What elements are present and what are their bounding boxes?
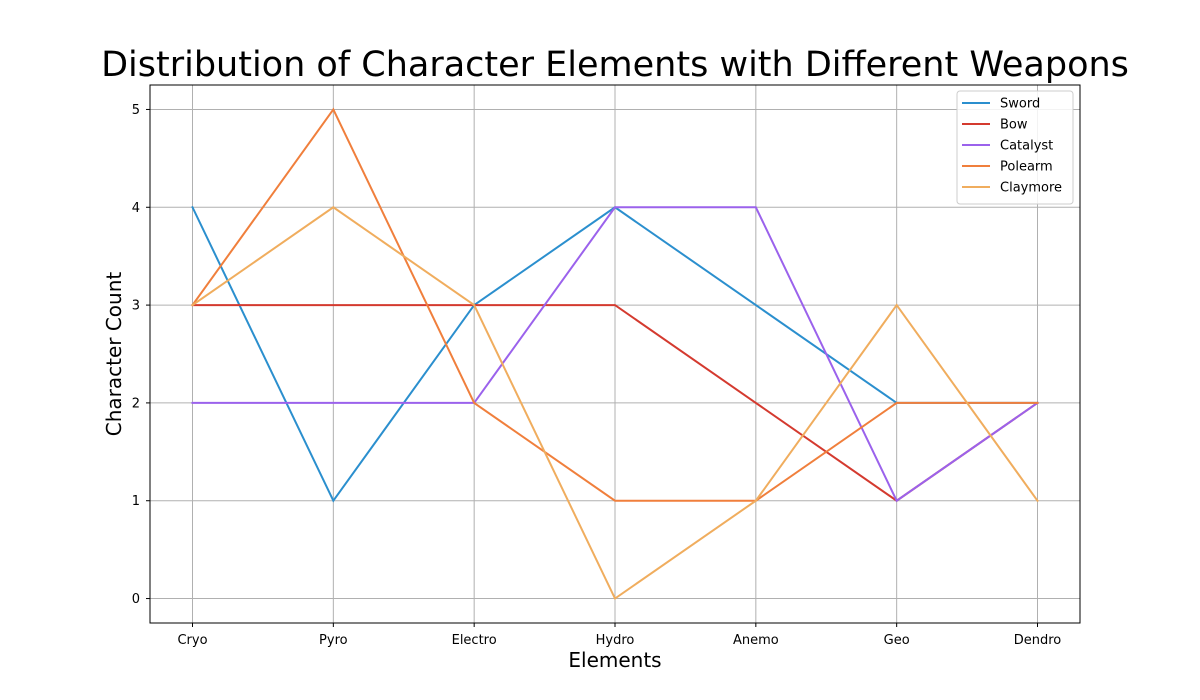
x-tick-label: Anemo (733, 633, 779, 648)
legend-label: Catalyst (1000, 139, 1053, 154)
x-tick-label: Pyro (319, 633, 348, 648)
y-tick-label: 0 (132, 592, 140, 607)
legend-label: Bow (1000, 118, 1028, 133)
series-line-claymore (191, 206, 1039, 601)
legend-label: Polearm (1000, 160, 1053, 175)
series-line-catalyst (191, 206, 1039, 503)
y-tick-label: 3 (132, 299, 140, 314)
x-tick-label: Geo (884, 633, 910, 648)
x-tick-label: Electro (452, 633, 497, 648)
series-lines (191, 107, 1039, 601)
y-axis-label: Character Count (102, 272, 126, 437)
y-tick-label: 4 (132, 201, 140, 216)
x-tick-label: Cryo (177, 633, 207, 648)
y-tick-label: 2 (132, 396, 140, 411)
axis-ticks: Cryo Pyro Electro Hydro Anemo Geo Dendro 0 1 2 3 4 5 (132, 103, 1062, 648)
x-tick-label: Dendro (1014, 633, 1062, 648)
chart-title: Distribution of Character Elements with … (101, 45, 1129, 85)
x-axis-label: Elements (568, 648, 661, 672)
legend-label: Claymore (1000, 181, 1062, 196)
y-tick-label: 1 (132, 494, 140, 509)
legend-box (956, 90, 1074, 205)
legend: Sword Bow Catalyst Polearm Claymore (956, 90, 1074, 205)
series-line-polearm (191, 107, 1039, 502)
grid (150, 85, 1080, 623)
legend-label: Sword (1000, 97, 1040, 112)
x-tick-label: Hydro (596, 633, 635, 648)
y-tick-label: 5 (132, 103, 140, 118)
